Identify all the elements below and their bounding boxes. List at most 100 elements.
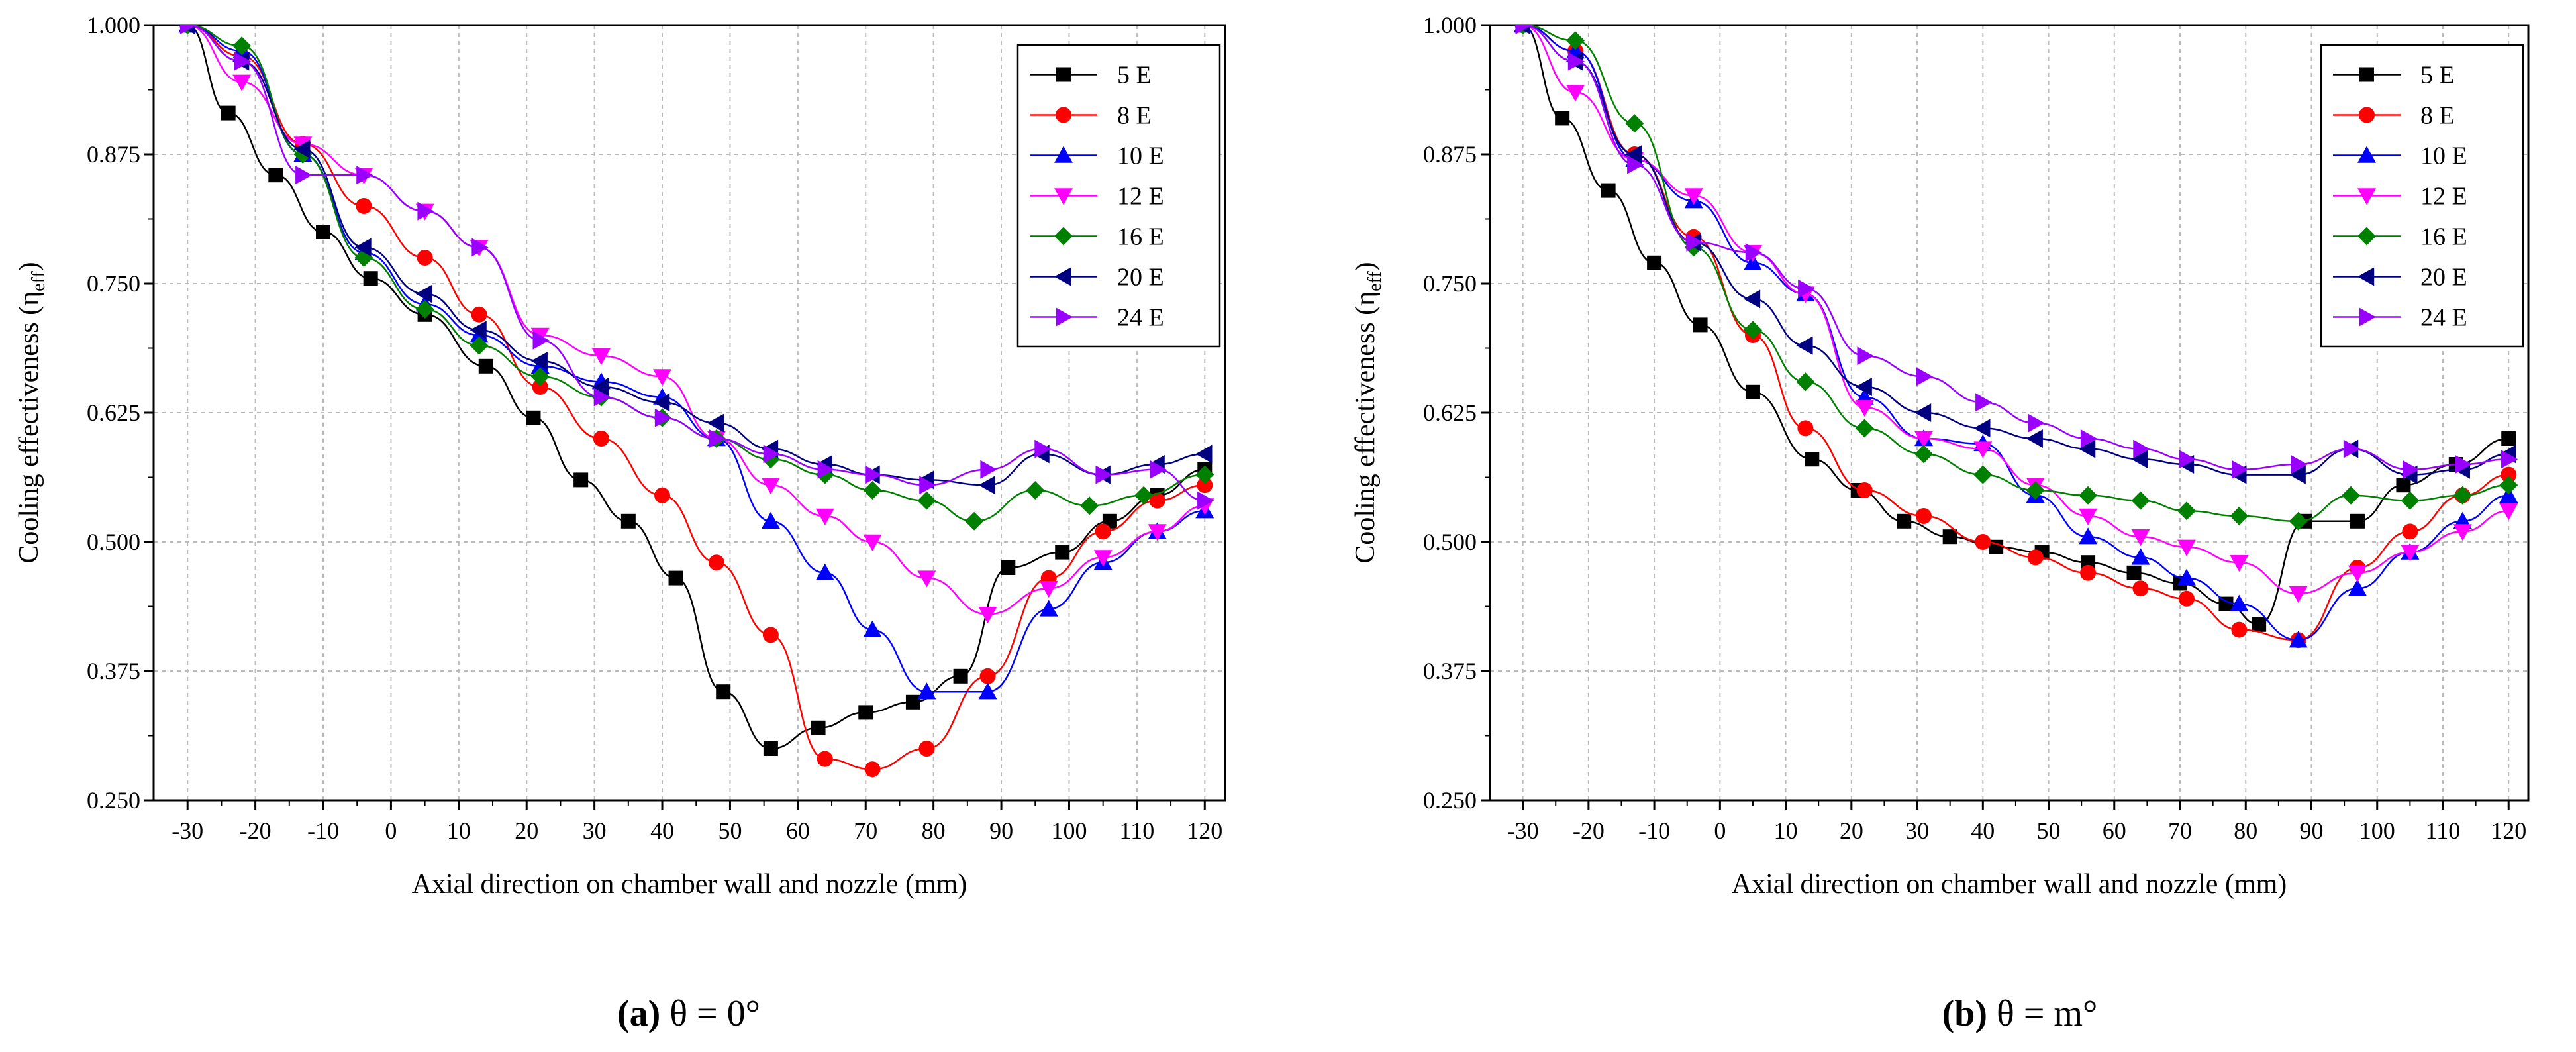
data-point-triangle-down (591, 348, 611, 366)
data-point-circle (2132, 580, 2149, 597)
data-point-triangle-up (815, 563, 834, 580)
x-tick-label: 0 (385, 817, 397, 844)
data-point-triangle-right (1034, 439, 1052, 458)
data-point-diamond (2131, 491, 2150, 510)
legend-label: 20 E (1117, 264, 1164, 291)
data-point-circle (471, 306, 487, 323)
data-point-triangle-down (761, 478, 780, 495)
data-point-triangle-right (471, 238, 489, 257)
data-point-square (953, 668, 968, 684)
data-point-triangle-right (1686, 233, 1703, 252)
data-point-circle (1915, 508, 1932, 524)
y-tick-label: 0.750 (87, 270, 140, 297)
data-point-circle (979, 668, 996, 684)
data-point-triangle-right (763, 445, 780, 464)
data-point-square (1601, 183, 1616, 198)
data-point-circle (1856, 482, 1873, 498)
data-point-diamond (2499, 476, 2518, 495)
data-point-triangle-up (2289, 631, 2308, 648)
data-point-triangle-right (709, 429, 726, 448)
data-point-triangle-down (978, 607, 997, 624)
data-point-triangle-up (978, 682, 997, 700)
data-point-triangle-up (1743, 253, 1762, 270)
y-tick-label: 0.500 (87, 529, 140, 555)
data-point-triangle-left (2357, 267, 2375, 286)
panel-caption: (b) θ = m° (1942, 993, 2098, 1034)
series-16e (1513, 25, 2518, 531)
data-point-triangle-left (707, 413, 724, 433)
data-point-square (268, 168, 283, 183)
x-tick-label: 90 (989, 817, 1013, 844)
x-tick-label: -10 (307, 817, 339, 844)
x-tick-label: -10 (1638, 817, 1670, 844)
data-point-circle (2027, 549, 2044, 566)
data-point-triangle-right (1916, 367, 1933, 386)
legend-label: 24 E (2420, 304, 2467, 332)
data-point-triangle-up (2499, 486, 2518, 503)
data-point-diamond (1026, 481, 1045, 500)
data-point-square (905, 694, 920, 710)
series-line (187, 25, 1205, 501)
data-point-triangle-right (2291, 455, 2308, 474)
data-point-square (1805, 452, 1820, 467)
data-point-circle (817, 751, 833, 767)
y-tick-label: 0.625 (87, 399, 140, 426)
panel-caption: (a) θ = 0° (617, 993, 760, 1034)
y-axis-title-main: Cooling effectiveness (η (14, 291, 44, 564)
data-point-triangle-right (356, 166, 373, 185)
y-tick-label: 0.250 (87, 787, 140, 814)
y-tick-label: 1.000 (1423, 12, 1477, 38)
data-point-square (2126, 565, 2142, 580)
data-point-triangle-right (2359, 307, 2376, 327)
data-point-triangle-right (865, 465, 882, 484)
x-tick-label: -30 (1507, 817, 1539, 844)
data-point-square (573, 472, 589, 488)
legend: 5 E 8 E 10 E 12 E 16 E 20 E 24 E (1016, 44, 1221, 348)
data-point-triangle-right (180, 25, 197, 34)
y-axis-title-close: ) (1350, 262, 1381, 271)
data-point-triangle-left (1855, 378, 1872, 396)
data-point-square (316, 225, 331, 239)
data-point-triangle-down (917, 570, 936, 588)
data-point-triangle-left (470, 321, 487, 340)
legend-item: 8 E (2333, 102, 2455, 130)
legend-item: 12 E (2333, 183, 2467, 211)
data-point-circle (708, 554, 724, 571)
x-tick-label: 10 (447, 817, 471, 844)
data-point-triangle-down (2401, 545, 2420, 562)
data-point-triangle-down (1973, 441, 1993, 458)
data-point-diamond (965, 511, 984, 531)
caption-letter: (b) (1942, 993, 1987, 1034)
data-point-triangle-left (2289, 465, 2306, 484)
data-point-triangle-right (295, 166, 313, 185)
data-point-circle (762, 627, 779, 643)
x-tick-label: 50 (2037, 817, 2061, 844)
data-point-triangle-up (2357, 146, 2376, 163)
data-point-triangle-up (2177, 568, 2196, 586)
series-line (1522, 25, 2509, 641)
data-point-square (858, 705, 873, 720)
data-point-triangle-right (2403, 460, 2420, 479)
data-point-circle (1149, 492, 1165, 509)
data-point-triangle-down (1855, 400, 1874, 417)
data-point-circle (918, 741, 935, 757)
x-tick-label: 110 (2426, 817, 2461, 844)
y-axis-title-close: ) (14, 262, 44, 271)
data-point-diamond (2342, 486, 2361, 505)
data-point-circle (417, 250, 433, 266)
chart-panel-b: -30 -20 -10 0 10 20 30 40 50 60 70 80 90 100 110 120 0.2… (1350, 12, 2530, 1034)
data-point-triangle-down (2230, 555, 2249, 572)
data-point-square (1745, 384, 1760, 399)
data-point-square (668, 570, 683, 586)
data-point-triangle-right (1056, 307, 1073, 327)
y-tick-label: 0.375 (1423, 658, 1477, 684)
data-point-square (716, 684, 731, 700)
x-tick-label: 30 (583, 817, 607, 844)
y-axis-title-subscript: eff (1365, 271, 1385, 291)
data-point-diamond (2453, 486, 2472, 505)
data-point-diamond (1914, 445, 1933, 464)
legend-label: 20 E (2420, 264, 2467, 291)
data-point-diamond (2079, 486, 2098, 505)
x-tick-label: -20 (240, 817, 272, 844)
legend-label: 16 E (2420, 223, 2467, 251)
